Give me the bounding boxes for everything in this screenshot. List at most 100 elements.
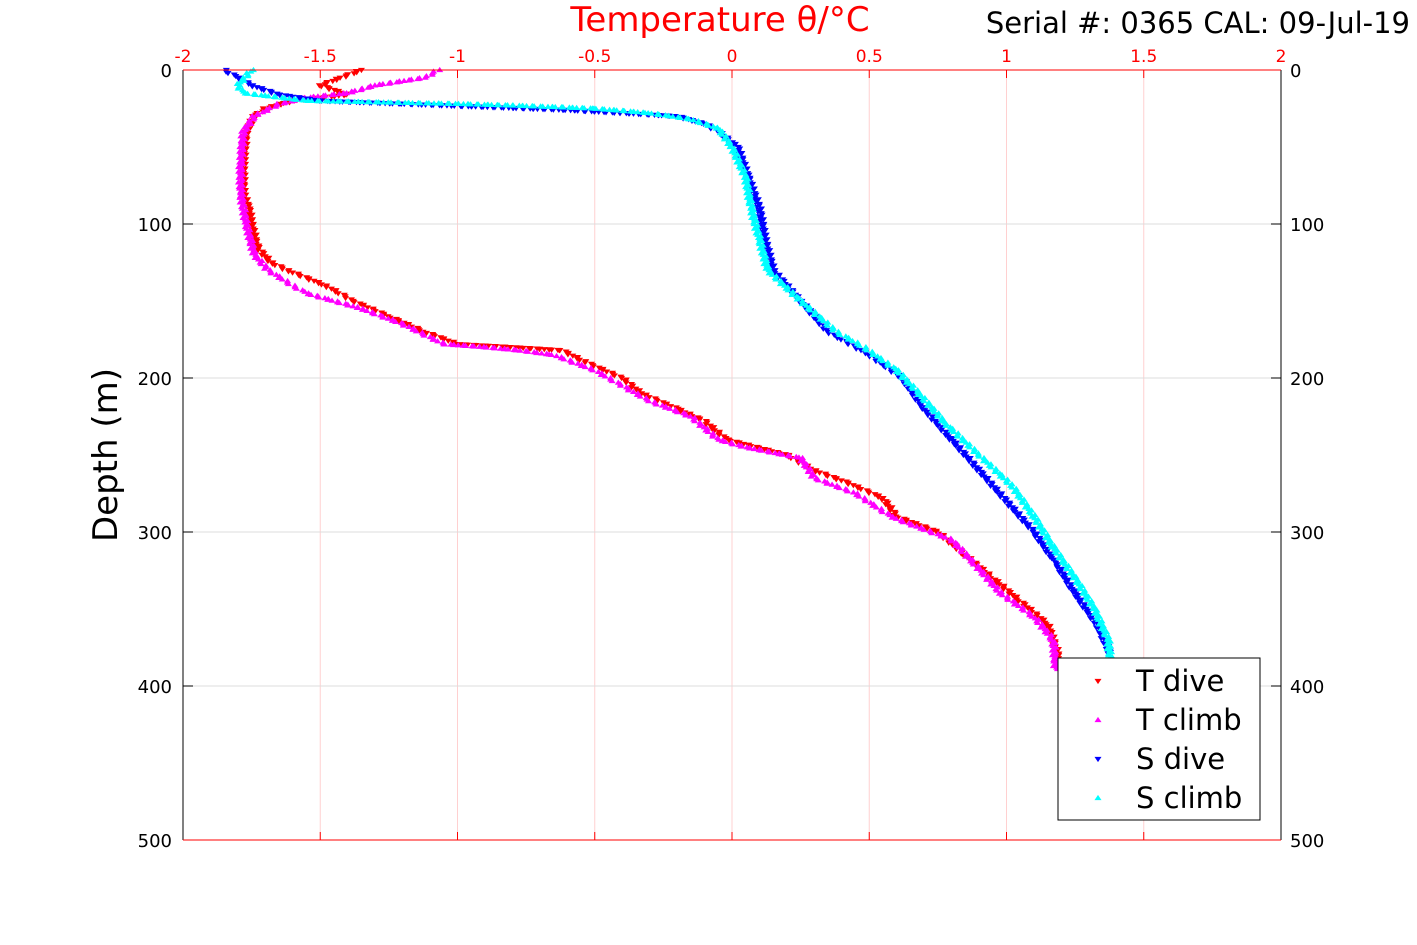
data-point xyxy=(324,296,332,302)
data-point xyxy=(750,445,758,452)
data-point xyxy=(776,280,784,287)
data-point xyxy=(863,347,871,353)
data-point xyxy=(364,84,372,90)
data-point xyxy=(416,100,424,106)
data-point xyxy=(682,412,690,418)
data-point xyxy=(1095,621,1103,627)
data-point xyxy=(768,271,776,277)
data-point xyxy=(317,282,325,288)
data-point xyxy=(1090,610,1098,616)
data-point xyxy=(1018,499,1026,505)
data-point xyxy=(931,419,939,425)
data-point xyxy=(329,78,337,85)
data-point xyxy=(430,334,438,340)
data-point xyxy=(636,393,644,399)
data-point xyxy=(715,432,723,439)
data-point xyxy=(1096,631,1104,637)
data-point xyxy=(1074,596,1082,602)
data-point xyxy=(996,494,1004,500)
data-point xyxy=(761,228,769,234)
data-point xyxy=(1069,589,1077,596)
data-point xyxy=(1018,519,1026,525)
y-tick-label-left: 500 xyxy=(138,831,172,852)
data-point xyxy=(358,306,366,312)
data-point xyxy=(1037,540,1045,546)
data-point xyxy=(958,548,966,555)
data-point xyxy=(564,352,572,358)
data-point xyxy=(987,464,995,470)
data-point xyxy=(805,311,813,317)
data-point xyxy=(622,380,630,386)
data-point xyxy=(710,428,718,434)
data-point xyxy=(969,463,977,469)
legend-label: T climb xyxy=(1135,703,1242,737)
data-point xyxy=(345,98,353,104)
data-point xyxy=(301,288,309,294)
data-point xyxy=(462,342,470,348)
data-point xyxy=(1004,503,1012,509)
data-point xyxy=(425,100,433,106)
data-point xyxy=(258,252,266,258)
data-point xyxy=(832,477,840,483)
data-point xyxy=(248,250,256,256)
data-point xyxy=(1009,593,1017,599)
data-point xyxy=(953,433,961,439)
data-point xyxy=(1032,519,1040,525)
data-point xyxy=(920,526,928,532)
data-point xyxy=(934,423,942,429)
data-point xyxy=(899,518,907,525)
data-point xyxy=(816,470,824,476)
data-point xyxy=(1023,605,1031,611)
data-point xyxy=(1069,575,1077,581)
data-point xyxy=(280,95,288,101)
data-point xyxy=(752,192,760,198)
data-point xyxy=(1063,565,1071,572)
data-point xyxy=(798,300,806,307)
data-point xyxy=(772,276,780,282)
data-point xyxy=(644,397,652,404)
data-point xyxy=(973,465,981,471)
data-point xyxy=(751,195,759,201)
data-point xyxy=(807,473,815,479)
data-point xyxy=(812,317,820,323)
data-point xyxy=(942,422,950,428)
data-point xyxy=(329,98,337,104)
data-point xyxy=(254,248,262,254)
data-point xyxy=(328,297,336,303)
data-point xyxy=(983,576,991,582)
data-point xyxy=(234,85,242,91)
data-point xyxy=(322,285,330,291)
data-point xyxy=(1010,488,1018,495)
data-point xyxy=(340,90,348,96)
data-point xyxy=(1042,622,1050,628)
data-point xyxy=(1039,545,1047,551)
data-point xyxy=(358,98,366,105)
data-point xyxy=(1043,630,1051,636)
data-point xyxy=(608,377,616,384)
data-point xyxy=(325,86,333,93)
y-tick-label-left: 100 xyxy=(138,215,172,236)
legend: T dive T climb S dive S climb xyxy=(1057,657,1261,821)
data-point xyxy=(793,296,801,302)
data-point xyxy=(1031,534,1039,540)
data-point xyxy=(784,287,792,293)
data-point xyxy=(664,113,672,119)
data-point xyxy=(1047,541,1055,547)
data-point xyxy=(1039,530,1047,536)
data-point xyxy=(947,538,955,544)
data-point xyxy=(244,73,252,79)
data-point xyxy=(285,95,293,101)
data-point xyxy=(434,338,442,344)
data-point xyxy=(357,86,365,93)
data-point xyxy=(342,74,350,80)
data-point xyxy=(1084,596,1092,602)
data-point xyxy=(973,565,981,572)
data-point xyxy=(923,402,931,408)
chart-title: Temperature θ/°C xyxy=(569,0,869,40)
data-point xyxy=(823,322,831,328)
data-point xyxy=(1048,630,1056,636)
data-point xyxy=(556,348,564,354)
data-point xyxy=(861,498,869,504)
data-point xyxy=(310,97,318,104)
data-point xyxy=(1011,509,1019,516)
